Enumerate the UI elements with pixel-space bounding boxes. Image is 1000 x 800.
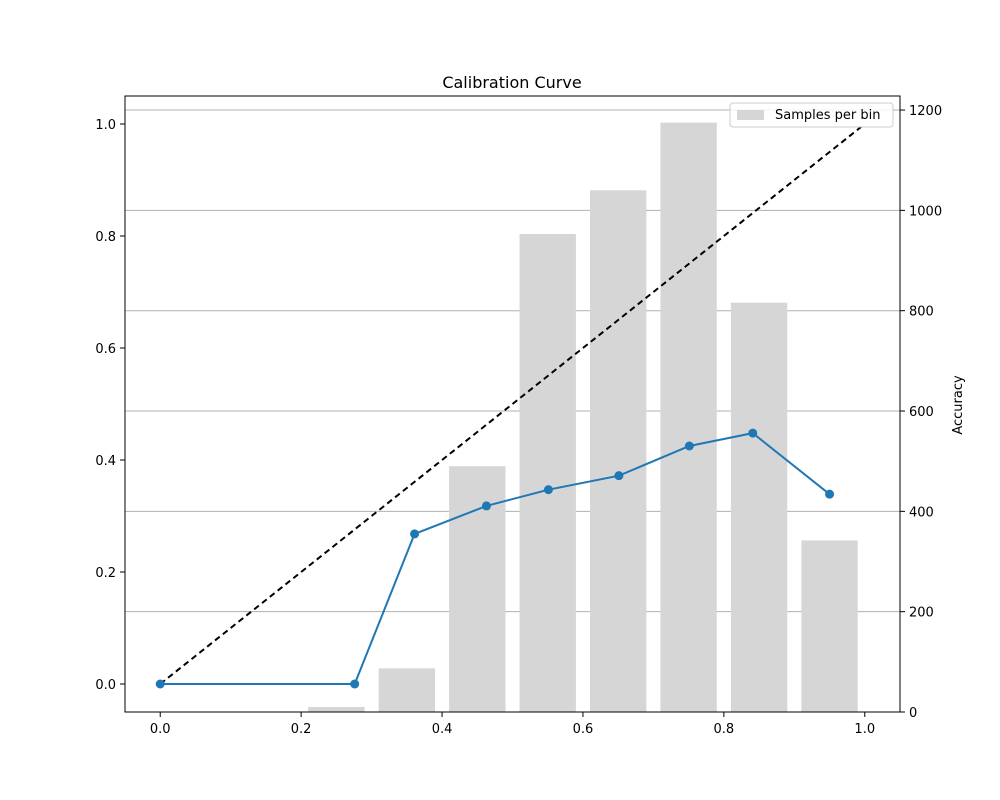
y-left-axis-ticks: 0.0 0.2 0.4 0.6 0.8 1.0 [95, 118, 125, 693]
y-right-tick-label: 400 [909, 505, 934, 520]
y-right-tick-label: 0 [909, 706, 917, 721]
y-left-tick-label: 0.6 [95, 342, 116, 357]
bar [449, 466, 506, 712]
y-left-tick-label: 1.0 [95, 118, 116, 133]
bar [801, 540, 858, 712]
curve-point [684, 441, 694, 451]
y-right-tick-label: 600 [909, 405, 934, 420]
y-right-tick-label: 1200 [909, 104, 942, 119]
calibration-curve-series [155, 428, 835, 689]
x-tick-label: 0.4 [432, 722, 453, 737]
plot-frame [124, 95, 901, 713]
x-tick-label: 0.0 [150, 722, 171, 737]
curve-point [410, 529, 420, 539]
legend-box [729, 102, 894, 128]
x-tick-label: 0.2 [291, 722, 312, 737]
x-axis-ticks: 0.0 0.2 0.4 0.6 0.8 1.0 [150, 712, 875, 737]
x-tick-label: 1.0 [854, 722, 875, 737]
y-right-tick-label: 200 [909, 606, 934, 621]
legend-label: Samples per bin [775, 108, 880, 123]
x-tick-label: 0.8 [714, 722, 735, 737]
bar [378, 668, 435, 712]
bar [519, 233, 576, 712]
y-left-tick-label: 0.2 [95, 566, 116, 581]
y-left-tick-label: 0.4 [95, 454, 116, 469]
y-right-tick-label: 1000 [909, 204, 942, 219]
curve-point [481, 501, 491, 511]
x-tick-label: 0.6 [573, 722, 594, 737]
gridlines [125, 109, 900, 713]
bar [590, 190, 647, 713]
curve-point [614, 471, 624, 481]
bar [730, 302, 788, 712]
curve-point [825, 489, 835, 499]
curve-point [155, 679, 165, 689]
y-left-tick-label: 0.0 [95, 678, 116, 693]
curve-point [748, 428, 758, 438]
bar [308, 706, 365, 712]
legend: Samples per bin [729, 102, 894, 128]
bar [660, 122, 717, 713]
chart-title: Calibration Curve [442, 73, 581, 92]
y-right-tick-label: 800 [909, 305, 934, 320]
y-left-tick-label: 0.8 [95, 230, 116, 245]
y-right-axis-ticks: 0 200 400 600 800 1000 1200 [900, 104, 942, 721]
curve-point [350, 679, 360, 689]
legend-swatch [737, 110, 764, 120]
y-right-axis-label: Accuracy [951, 375, 966, 435]
curve-point [543, 485, 553, 495]
bar-series [308, 122, 858, 713]
